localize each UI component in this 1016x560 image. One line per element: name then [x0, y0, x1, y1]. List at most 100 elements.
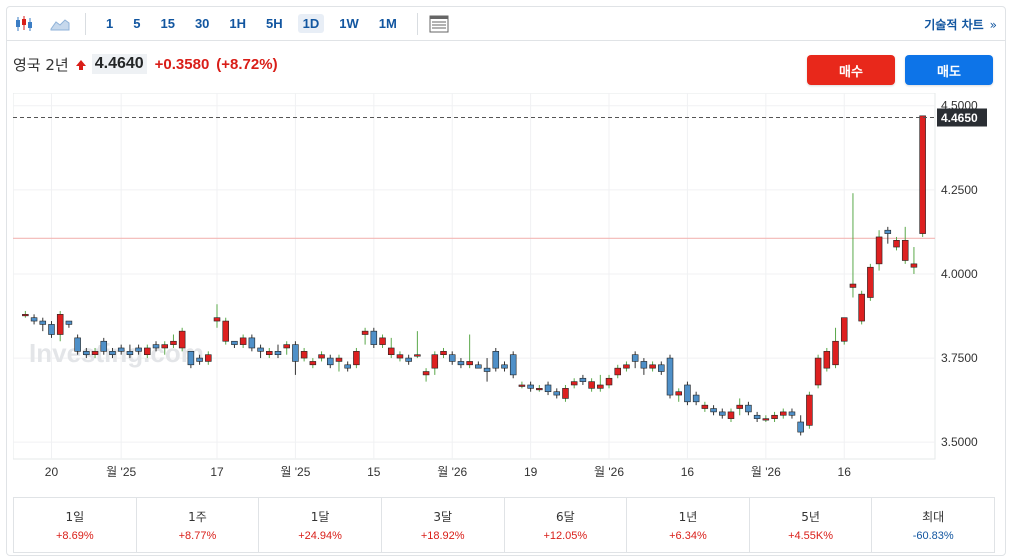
candlestick-icon[interactable] — [13, 13, 35, 35]
performance-period: 3달 — [433, 510, 453, 524]
performance-cell[interactable]: 최대 -60.83% — [872, 498, 994, 552]
instrument-name: 영국 2년 — [13, 55, 69, 74]
candle-body — [266, 351, 273, 356]
price-change: +0.3580 — [154, 55, 210, 73]
performance-value: +6.34% — [669, 530, 707, 542]
candle-body — [701, 404, 709, 409]
candle-body — [788, 411, 796, 416]
candle-body — [919, 115, 926, 234]
watermark: Investing.com — [29, 338, 204, 368]
performance-value: +12.05% — [543, 530, 588, 542]
performance-cell[interactable]: 1년 +6.34% — [627, 498, 750, 552]
candle-body — [39, 320, 47, 325]
timeframe-30-button[interactable]: 30 — [194, 16, 210, 31]
performance-cell[interactable]: 1달 +24.94% — [259, 498, 382, 552]
candle-body — [100, 340, 108, 352]
x-axis-tick-label: 월 '26 — [594, 465, 624, 479]
performance-cell[interactable]: 6달 +12.05% — [505, 498, 628, 552]
timeframe-5h-button[interactable]: 5H — [266, 16, 283, 31]
last-price: 4.4640 — [91, 54, 147, 74]
candle-body — [274, 351, 282, 356]
candle-body — [387, 347, 395, 356]
timeframe-5-button[interactable]: 5 — [133, 16, 141, 31]
candle-body — [335, 357, 343, 362]
candle-body — [309, 361, 317, 366]
candle-body — [884, 229, 892, 234]
candle-body — [74, 337, 81, 352]
candle-body — [222, 320, 229, 342]
candle-body — [353, 351, 360, 366]
candle-body — [56, 314, 64, 335]
area-chart-icon[interactable] — [49, 13, 71, 35]
price-chart[interactable]: 4.5000 4.2500 4.0000 3.7500 3.5000 Investing.… — [12, 92, 1001, 493]
candle-body — [623, 364, 630, 369]
candle-body — [300, 351, 308, 359]
candle-body — [823, 351, 831, 369]
toolbar-divider — [85, 12, 86, 35]
table-icon[interactable] — [428, 13, 450, 35]
performance-cell[interactable]: 1주 +8.77% — [137, 498, 260, 552]
performance-cell[interactable]: 5년 +4.55K% — [750, 498, 873, 552]
performance-value: +18.92% — [420, 530, 465, 542]
performance-period: 6달 — [555, 510, 575, 524]
candle-body — [527, 384, 534, 389]
candle-body — [117, 347, 125, 352]
candle-body — [257, 347, 264, 352]
candle-body — [152, 344, 160, 349]
chevron-right-icon: » — [989, 18, 997, 32]
timeframe-1-button[interactable]: 1 — [106, 16, 114, 31]
performance-value: +8.69% — [56, 530, 94, 542]
candle-body — [518, 384, 526, 387]
candle-body — [492, 351, 500, 369]
buy-button[interactable]: 매수 — [807, 55, 895, 85]
candle-body — [292, 344, 299, 362]
timeframe-1m-button[interactable]: 1M — [378, 16, 397, 31]
candle-body — [771, 414, 778, 419]
performance-period: 최대 — [922, 510, 945, 524]
price-change-percent: (+8.72%) — [216, 55, 278, 73]
x-axis-tick-label: 월 '26 — [751, 465, 781, 479]
chart-widget: 1 5 15 30 1H 5H 1D 1W 1M 기술적 차트» 영국 2년 4.4640 +0… — [6, 6, 1006, 556]
candle-body — [797, 421, 804, 433]
timeframe-1w-button[interactable]: 1W — [339, 16, 359, 31]
candle-body — [579, 377, 587, 382]
x-axis-tick-label: 16 — [838, 465, 852, 479]
candle-body — [675, 391, 682, 396]
candle-body — [396, 354, 404, 359]
timeframe-1h-button[interactable]: 1H — [229, 16, 247, 31]
candle-body — [196, 357, 203, 362]
performance-cell[interactable]: 1일 +8.69% — [14, 498, 137, 552]
timeframe-group: 1 5 15 30 1H 5H 1D 1W 1M — [96, 14, 407, 33]
candle-body — [91, 351, 99, 356]
advanced-chart-link[interactable]: 기술적 차트 » — [924, 16, 997, 33]
candle-body — [83, 351, 90, 356]
x-axis-tick-label: 월 '25 — [106, 465, 136, 479]
candle-body — [814, 357, 822, 386]
candle-body — [536, 388, 543, 391]
candle-body — [736, 404, 743, 409]
performance-cell[interactable]: 3달 +18.92% — [382, 498, 505, 552]
advanced-chart-label: 기술적 차트 — [924, 18, 984, 32]
candle-body — [135, 347, 142, 352]
candle-body — [431, 354, 439, 369]
candle-body — [562, 388, 569, 399]
performance-period: 1주 — [188, 510, 207, 524]
timeframe-1d-button[interactable]: 1D — [297, 14, 325, 33]
candle-body — [205, 354, 212, 362]
candle-body — [187, 351, 195, 366]
sell-button[interactable]: 매도 — [905, 55, 993, 85]
performance-value: +8.77% — [178, 530, 217, 542]
candle-body — [170, 340, 177, 345]
candle-body — [361, 330, 369, 335]
timeframe-15-button[interactable]: 15 — [160, 16, 175, 31]
toolbar-divider — [416, 12, 418, 35]
current-price-label: 4.4650 — [941, 111, 978, 125]
candle-body — [684, 384, 691, 403]
performance-value: +24.94% — [298, 530, 342, 542]
x-axis-tick-label: 19 — [524, 465, 538, 479]
candle-body — [649, 364, 656, 369]
candle-body — [753, 414, 761, 419]
candlestick-chart[interactable]: 4.50004.25004.00003.75003.5000Investing.… — [12, 92, 1001, 493]
current-price-tag — [937, 108, 987, 127]
candle-body — [719, 411, 726, 416]
